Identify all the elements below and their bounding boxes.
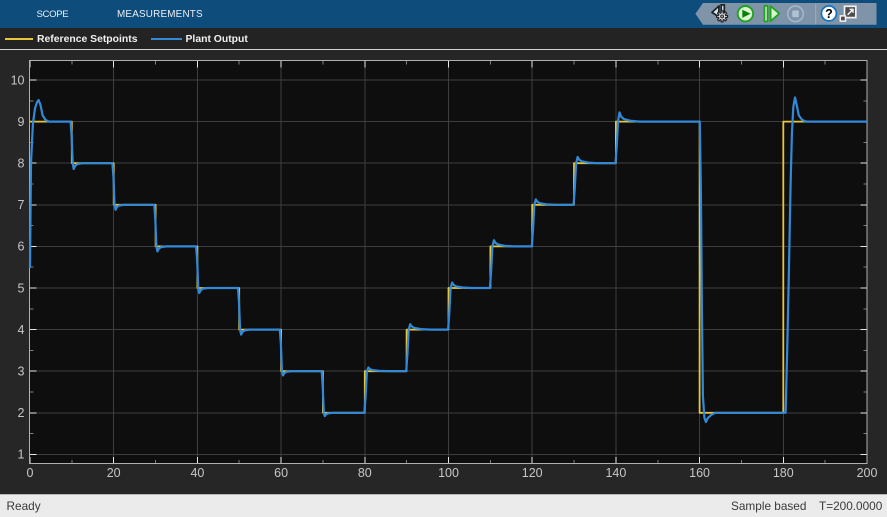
svg-text:140: 140 [605, 466, 626, 480]
svg-text:120: 120 [522, 466, 543, 480]
svg-text:160: 160 [689, 466, 710, 480]
svg-text:80: 80 [358, 466, 372, 480]
svg-text:20: 20 [107, 466, 121, 480]
svg-text:2: 2 [18, 406, 25, 420]
svg-text:3: 3 [18, 365, 25, 379]
svg-text:180: 180 [773, 466, 794, 480]
svg-text:1: 1 [18, 448, 25, 462]
svg-text:100: 100 [438, 466, 459, 480]
svg-text:200: 200 [857, 466, 878, 480]
svg-text:8: 8 [18, 157, 25, 171]
svg-text:7: 7 [18, 198, 25, 212]
svg-text:4: 4 [18, 323, 25, 337]
svg-text:5: 5 [18, 281, 25, 295]
svg-text:10: 10 [11, 73, 25, 87]
svg-text:?: ? [825, 7, 833, 21]
svg-text:60: 60 [274, 466, 288, 480]
svg-text:6: 6 [18, 240, 25, 254]
svg-text:9: 9 [18, 115, 25, 129]
svg-text:40: 40 [190, 466, 204, 480]
svg-text:0: 0 [27, 466, 34, 480]
